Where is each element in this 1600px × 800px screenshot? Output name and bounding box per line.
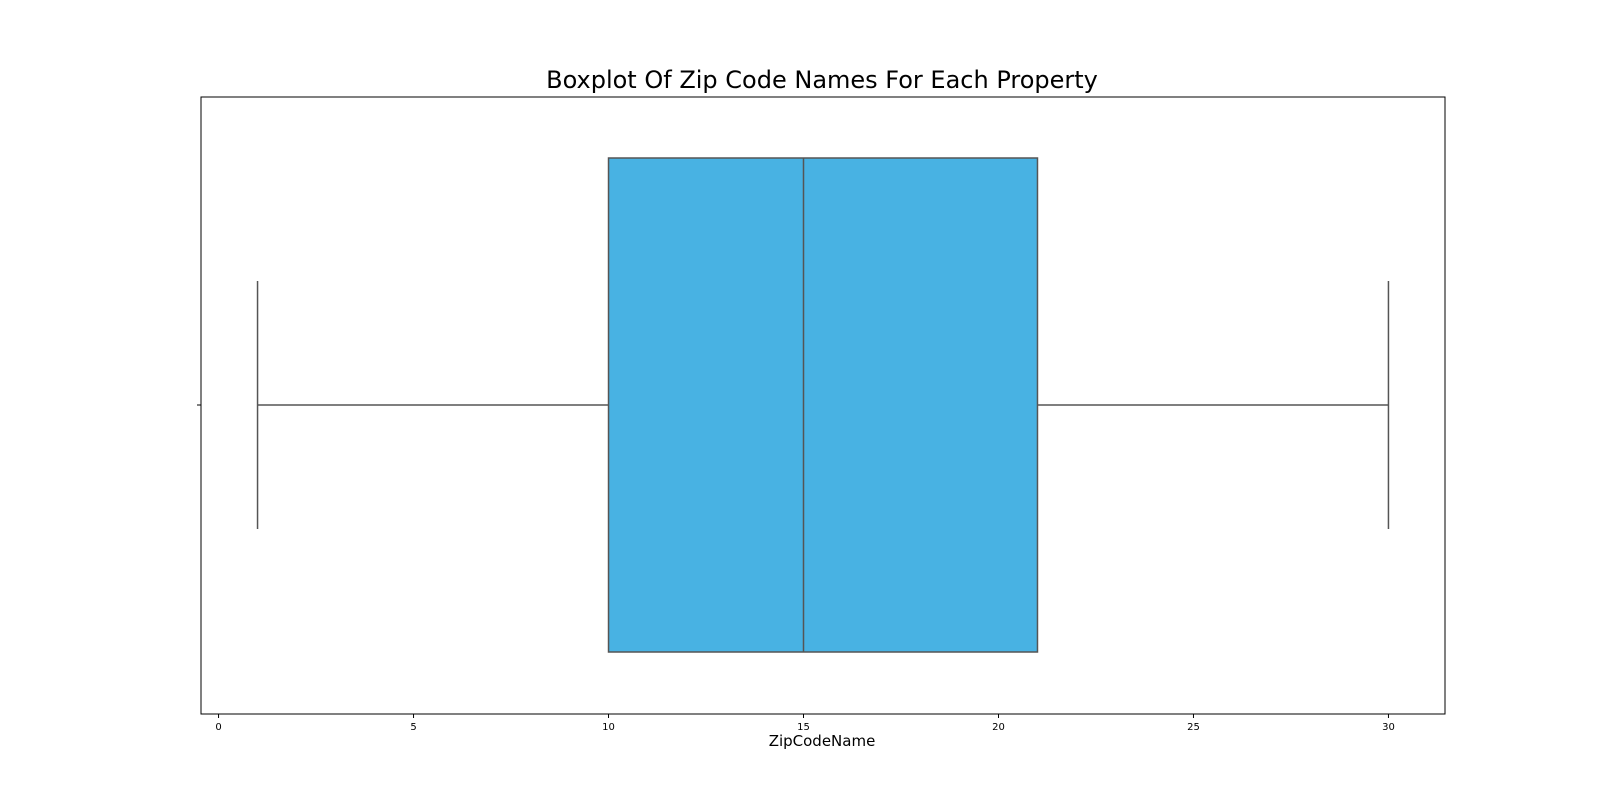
x-tick-label: 30 — [1382, 722, 1395, 733]
x-axis: 0 5 10 15 20 25 30 — [197, 404, 1395, 733]
x-tick-label: 25 — [1187, 722, 1200, 733]
x-tick-label: 15 — [797, 722, 810, 733]
iqr-box — [607, 157, 1039, 653]
plot-area — [200, 96, 1446, 715]
chart-title: Boxplot Of Zip Code Names For Each Prope… — [546, 66, 1098, 94]
x-tick-label: 5 — [410, 722, 416, 733]
x-axis-label: ZipCodeName — [769, 732, 876, 750]
x-tick-label: 0 — [215, 722, 221, 733]
x-tick-label: 20 — [992, 722, 1005, 733]
x-tick-label: 10 — [602, 722, 615, 733]
